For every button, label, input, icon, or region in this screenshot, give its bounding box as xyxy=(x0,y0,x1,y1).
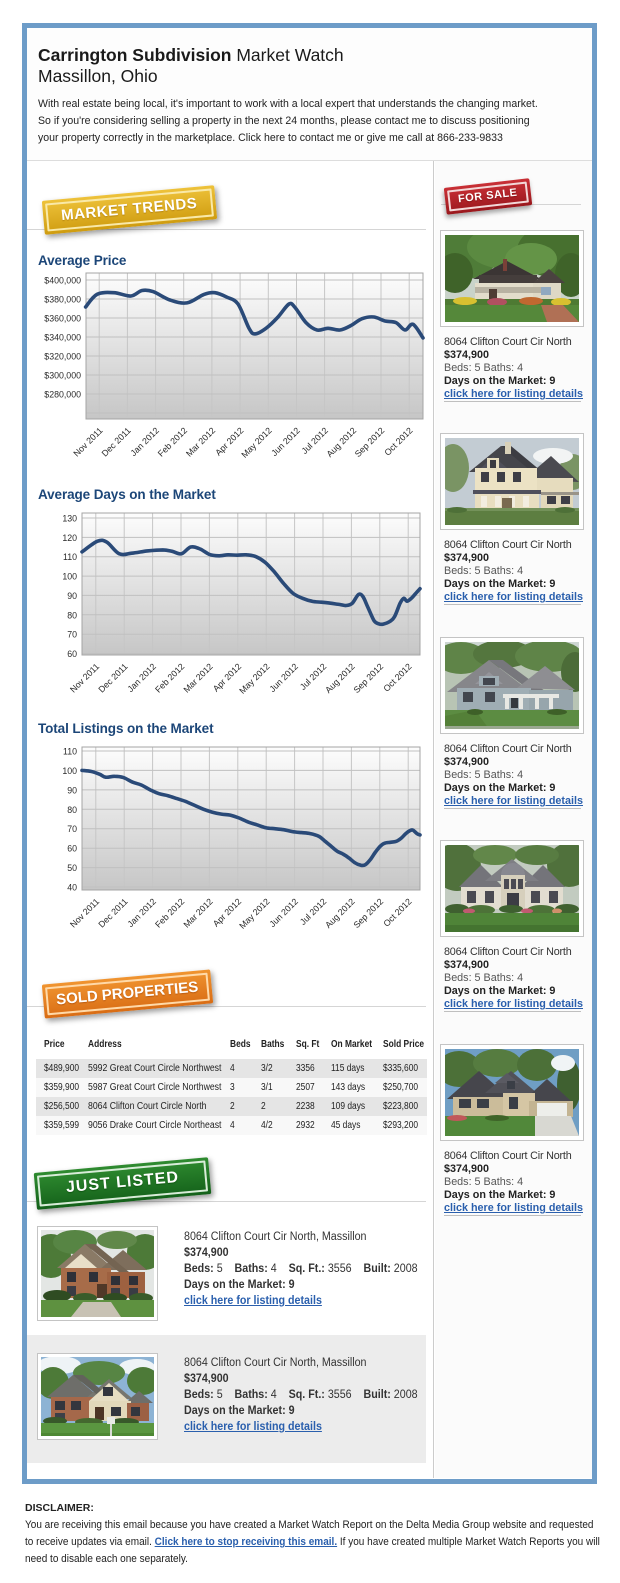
svg-text:110: 110 xyxy=(63,552,77,562)
svg-text:130: 130 xyxy=(62,514,77,524)
svg-text:Nov 2011: Nov 2011 xyxy=(71,425,104,458)
svg-text:Feb 2012: Feb 2012 xyxy=(153,896,186,929)
svg-text:40: 40 xyxy=(67,883,77,893)
svg-text:Aug 2012: Aug 2012 xyxy=(323,896,357,930)
svg-text:Oct 2012: Oct 2012 xyxy=(381,661,413,693)
svg-text:100: 100 xyxy=(62,572,77,582)
svg-text:80: 80 xyxy=(67,805,77,815)
svg-text:May 2012: May 2012 xyxy=(237,661,271,695)
svg-text:Oct 2012: Oct 2012 xyxy=(382,425,414,457)
svg-text:Mar 2012: Mar 2012 xyxy=(184,425,217,458)
svg-text:Oct 2012: Oct 2012 xyxy=(381,896,413,928)
svg-text:Feb 2012: Feb 2012 xyxy=(153,661,186,694)
svg-text:Dec 2011: Dec 2011 xyxy=(96,896,129,929)
svg-text:Aug 2012: Aug 2012 xyxy=(323,661,357,695)
svg-text:$360,000: $360,000 xyxy=(44,314,81,324)
svg-text:$280,000: $280,000 xyxy=(44,390,81,400)
svg-text:80: 80 xyxy=(67,610,77,620)
svg-text:Sep 2012: Sep 2012 xyxy=(352,896,386,930)
svg-text:Jun 2012: Jun 2012 xyxy=(267,661,300,694)
svg-text:Jun 2012: Jun 2012 xyxy=(269,425,302,458)
svg-text:Sep 2012: Sep 2012 xyxy=(352,661,386,695)
svg-text:Sep 2012: Sep 2012 xyxy=(353,425,387,459)
svg-text:70: 70 xyxy=(67,630,77,640)
svg-text:May 2012: May 2012 xyxy=(239,425,273,459)
svg-text:110: 110 xyxy=(63,747,77,757)
svg-text:Feb 2012: Feb 2012 xyxy=(156,425,189,458)
svg-text:90: 90 xyxy=(67,785,77,795)
svg-text:$380,000: $380,000 xyxy=(44,295,81,305)
svg-text:Nov 2011: Nov 2011 xyxy=(68,661,101,694)
svg-text:Dec 2011: Dec 2011 xyxy=(96,661,129,694)
svg-text:May 2012: May 2012 xyxy=(237,896,271,930)
svg-text:$340,000: $340,000 xyxy=(44,333,81,343)
svg-text:$320,000: $320,000 xyxy=(44,352,81,362)
svg-text:$300,000: $300,000 xyxy=(44,371,81,381)
svg-text:Mar 2012: Mar 2012 xyxy=(181,896,214,929)
svg-text:Mar 2012: Mar 2012 xyxy=(181,661,214,694)
svg-text:60: 60 xyxy=(67,844,77,854)
svg-text:60: 60 xyxy=(67,649,77,659)
svg-text:70: 70 xyxy=(67,824,77,834)
svg-text:$400,000: $400,000 xyxy=(44,276,81,286)
svg-text:Aug 2012: Aug 2012 xyxy=(325,425,359,459)
svg-text:Dec 2011: Dec 2011 xyxy=(100,425,133,458)
svg-text:Nov 2011: Nov 2011 xyxy=(68,896,101,929)
svg-text:90: 90 xyxy=(67,591,77,601)
svg-text:Jun 2012: Jun 2012 xyxy=(267,896,300,929)
svg-text:50: 50 xyxy=(67,863,77,873)
svg-text:100: 100 xyxy=(62,766,77,776)
svg-text:120: 120 xyxy=(62,533,77,543)
